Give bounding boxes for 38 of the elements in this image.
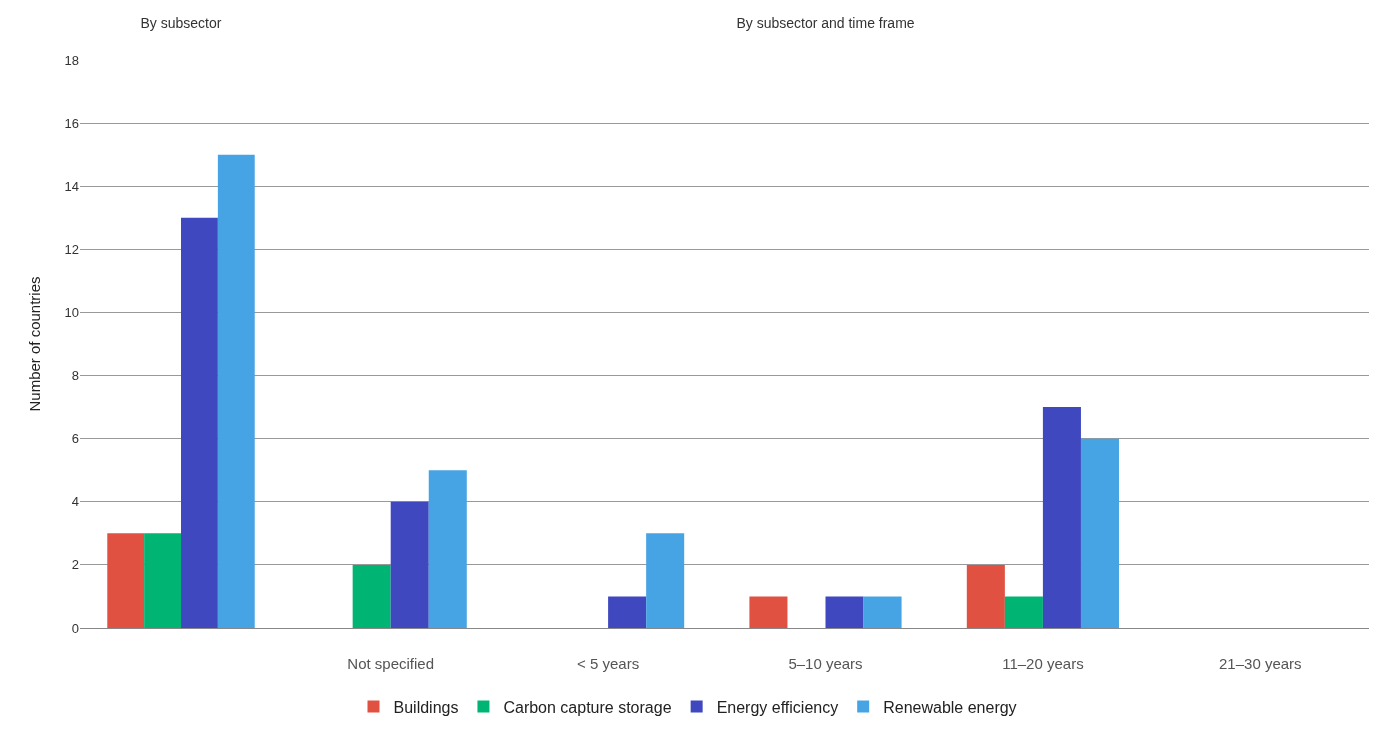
chart-title: By subsector and time frame <box>736 14 915 31</box>
y-tick-label: 8 <box>71 368 79 384</box>
legend-label: Buildings <box>393 698 459 716</box>
bar <box>646 533 685 628</box>
y-tick-label: 16 <box>64 115 79 131</box>
bar <box>428 470 467 628</box>
bar <box>107 533 145 628</box>
bar <box>181 217 218 628</box>
bar <box>1042 407 1081 628</box>
legend-label: Energy efficiency <box>716 698 839 716</box>
bar <box>608 596 647 628</box>
bar <box>966 564 1005 628</box>
y-axis-title: Number of countries <box>26 276 43 412</box>
bar <box>217 154 255 628</box>
y-tick-label: 14 <box>64 178 79 194</box>
x-tick-label: 5–10 years <box>788 655 863 672</box>
y-tick-label: 2 <box>71 557 79 573</box>
bar <box>749 596 788 628</box>
x-tick-label: 11–20 years <box>1002 655 1084 672</box>
bar <box>1080 438 1119 628</box>
y-tick-label: 4 <box>71 494 79 510</box>
bar <box>825 596 864 628</box>
bar <box>863 596 902 628</box>
legend-label: Renewable energy <box>883 698 1017 716</box>
chart-title: By subsector <box>140 14 222 31</box>
y-tick-label: 10 <box>64 304 79 320</box>
bar <box>352 564 391 628</box>
x-tick-label: 21–30 years <box>1219 655 1302 672</box>
y-tick-label: 0 <box>71 620 79 636</box>
y-tick-label: 6 <box>71 431 79 447</box>
x-tick-label: < 5 years <box>577 655 640 672</box>
bar <box>1004 596 1043 628</box>
y-tick-label: 18 <box>64 52 79 68</box>
bar <box>390 501 429 628</box>
legend-label: Carbon capture storage <box>503 698 672 716</box>
x-tick-label: Not specified <box>347 655 435 672</box>
y-tick-label: 12 <box>64 241 79 257</box>
bar <box>144 533 181 628</box>
